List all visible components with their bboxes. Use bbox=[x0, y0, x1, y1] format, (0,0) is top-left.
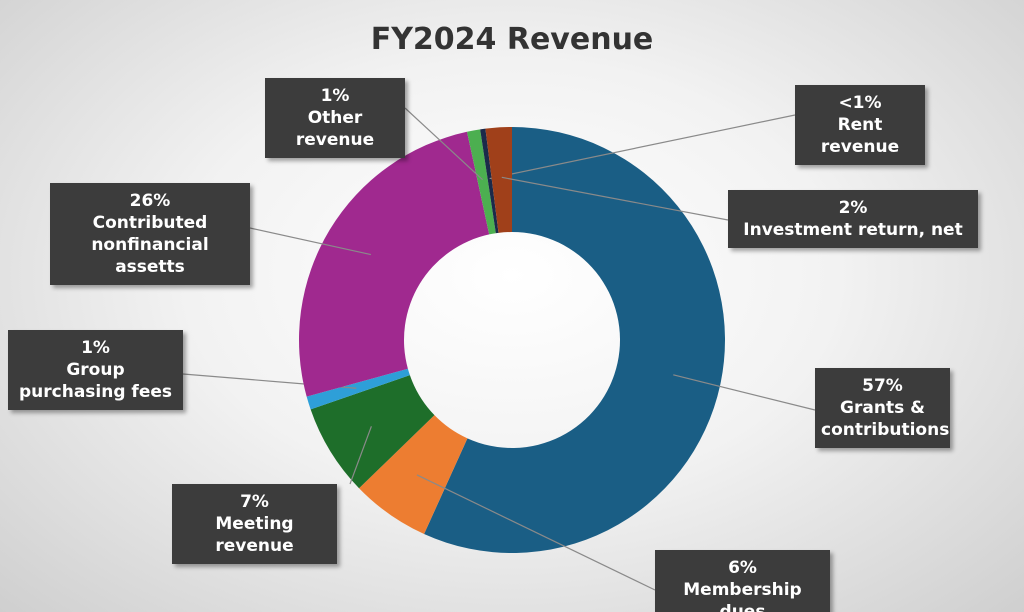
donut-slice bbox=[299, 131, 490, 397]
data-label: 1% Group purchasing fees bbox=[8, 330, 183, 410]
label-value: 2% bbox=[838, 198, 868, 218]
label-category: Meeting revenue bbox=[215, 514, 294, 556]
label-value: 7% bbox=[240, 492, 269, 512]
label-category: Rent revenue bbox=[820, 115, 900, 157]
label-category: Contributed nonfinancial assetts bbox=[91, 213, 209, 277]
donut-slice bbox=[424, 127, 726, 553]
label-category: Other revenue bbox=[295, 108, 375, 150]
leader-line bbox=[349, 426, 372, 485]
label-value: 57% bbox=[862, 376, 903, 396]
data-label: 1% Other revenue bbox=[265, 78, 405, 158]
label-category: Group purchasing fees bbox=[18, 360, 173, 402]
leader-line bbox=[673, 374, 816, 411]
label-category: Investment return, net bbox=[743, 220, 963, 240]
donut-slice bbox=[310, 375, 435, 489]
leader-line bbox=[404, 107, 483, 181]
donut-slice bbox=[359, 415, 468, 535]
data-label: 7% Meeting revenue bbox=[172, 484, 337, 564]
donut-slice bbox=[306, 368, 410, 410]
label-category: Membership dues bbox=[683, 580, 802, 612]
data-label: <1% Rent revenue bbox=[795, 85, 925, 165]
leader-line bbox=[489, 114, 796, 180]
chart-title: FY2024 Revenue bbox=[370, 22, 654, 57]
leader-line bbox=[416, 474, 656, 591]
donut-slice bbox=[467, 129, 496, 235]
label-category: Grants & contributions bbox=[821, 398, 950, 440]
label-value: 6% bbox=[728, 558, 757, 578]
leader-line bbox=[501, 176, 729, 221]
data-label: 2% Investment return, net bbox=[728, 190, 978, 248]
label-value: <1% bbox=[838, 93, 882, 113]
donut-slice bbox=[485, 127, 512, 233]
data-label: 57% Grants & contributions bbox=[815, 368, 950, 448]
label-value: 1% bbox=[320, 86, 350, 106]
data-label: 6% Membership dues bbox=[655, 550, 830, 612]
label-value: 1% bbox=[81, 338, 110, 358]
data-label: 26% Contributed nonfinancial assetts bbox=[50, 183, 250, 285]
label-value: 26% bbox=[129, 191, 171, 211]
donut-slice bbox=[480, 128, 499, 234]
leader-line bbox=[249, 227, 371, 256]
